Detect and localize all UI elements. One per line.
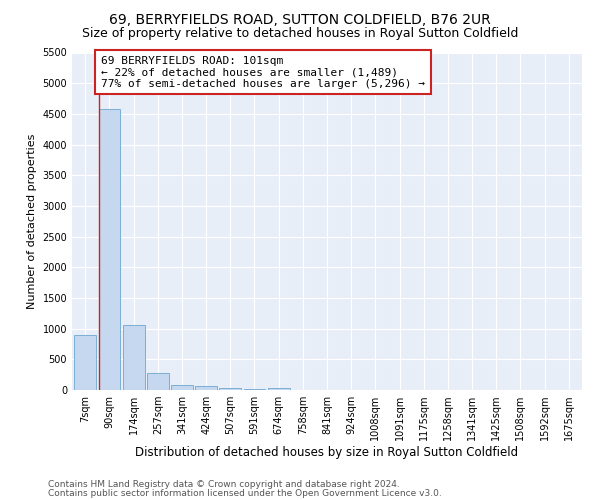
X-axis label: Distribution of detached houses by size in Royal Sutton Coldfield: Distribution of detached houses by size … xyxy=(136,446,518,459)
Text: 69 BERRYFIELDS ROAD: 101sqm
← 22% of detached houses are smaller (1,489)
77% of : 69 BERRYFIELDS ROAD: 101sqm ← 22% of det… xyxy=(101,56,425,89)
Bar xyxy=(147,372,169,390)
Text: Size of property relative to detached houses in Royal Sutton Coldfield: Size of property relative to detached ho… xyxy=(82,28,518,40)
Bar xyxy=(74,335,96,390)
Text: 69, BERRYFIELDS ROAD, SUTTON COLDFIELD, B76 2UR: 69, BERRYFIELDS ROAD, SUTTON COLDFIELD, … xyxy=(109,12,491,26)
Bar xyxy=(123,325,145,390)
Bar xyxy=(220,388,241,390)
Text: Contains public sector information licensed under the Open Government Licence v3: Contains public sector information licen… xyxy=(48,488,442,498)
Bar xyxy=(171,385,193,390)
Text: Contains HM Land Registry data © Crown copyright and database right 2024.: Contains HM Land Registry data © Crown c… xyxy=(48,480,400,489)
Y-axis label: Number of detached properties: Number of detached properties xyxy=(27,134,37,309)
Bar xyxy=(268,388,290,390)
Bar xyxy=(195,386,217,390)
Bar xyxy=(98,109,121,390)
